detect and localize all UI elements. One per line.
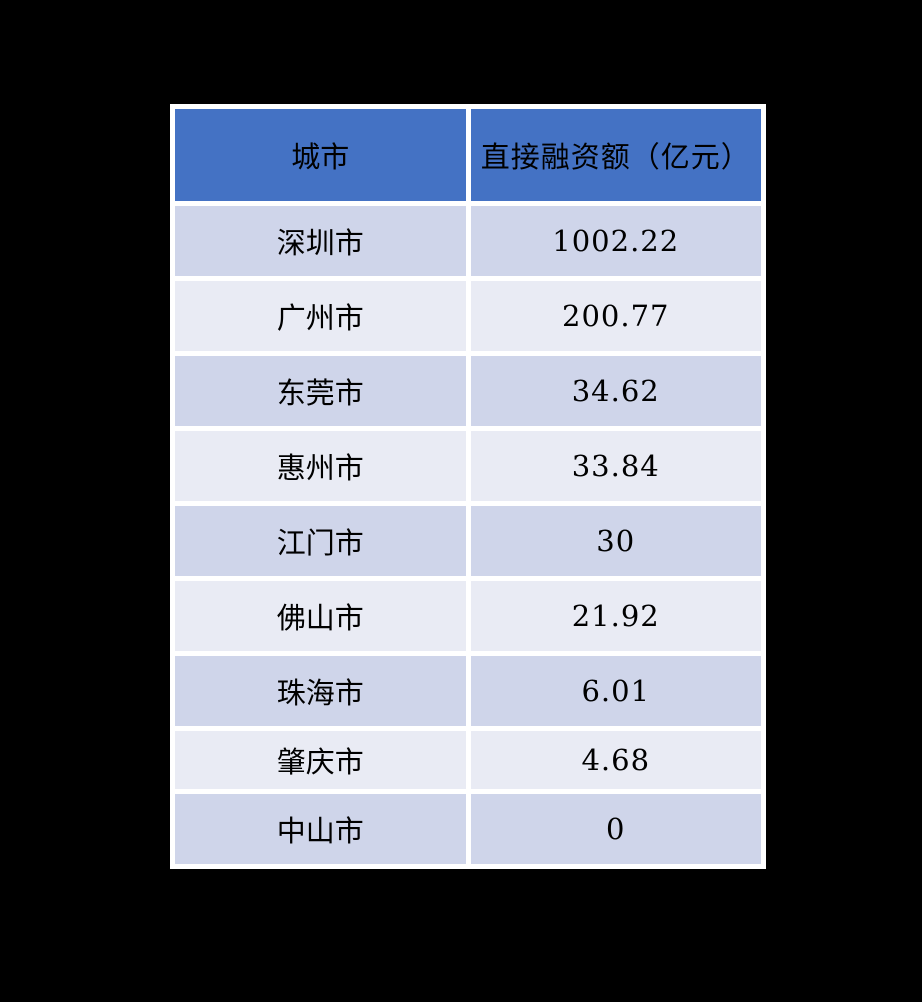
city-cell: 佛山市 (175, 581, 466, 651)
table-header: 城市 直接融资额（亿元） (175, 109, 761, 201)
header-cell-city: 城市 (175, 109, 466, 201)
table-row: 中山市 0 (175, 794, 761, 864)
table-row: 江门市 30 (175, 506, 761, 576)
city-cell: 东莞市 (175, 356, 466, 426)
value-cell: 30 (470, 506, 761, 576)
value-cell: 6.01 (470, 656, 761, 726)
city-financing-table: 城市 直接融资额（亿元） 深圳市 1002.22 广州市 200.77 东莞市 … (170, 104, 766, 869)
header-cell-financing-amount: 直接融资额（亿元） (470, 109, 761, 201)
city-cell: 珠海市 (175, 656, 466, 726)
city-cell: 江门市 (175, 506, 466, 576)
city-cell: 惠州市 (175, 431, 466, 501)
table-row: 珠海市 6.01 (175, 656, 761, 726)
table-row: 佛山市 21.92 (175, 581, 761, 651)
value-cell: 4.68 (470, 731, 761, 789)
table-row: 广州市 200.77 (175, 281, 761, 351)
city-cell: 广州市 (175, 281, 466, 351)
value-cell: 34.62 (470, 356, 761, 426)
value-cell: 0 (470, 794, 761, 864)
table-header-row: 城市 直接融资额（亿元） (175, 109, 761, 201)
value-cell: 21.92 (470, 581, 761, 651)
table-body: 深圳市 1002.22 广州市 200.77 东莞市 34.62 惠州市 33.… (175, 206, 761, 864)
table-row: 惠州市 33.84 (175, 431, 761, 501)
value-cell: 33.84 (470, 431, 761, 501)
value-cell: 1002.22 (470, 206, 761, 276)
city-cell: 深圳市 (175, 206, 466, 276)
table-row: 肇庆市 4.68 (175, 731, 761, 789)
city-cell: 中山市 (175, 794, 466, 864)
value-cell: 200.77 (470, 281, 761, 351)
table-row: 东莞市 34.62 (175, 356, 761, 426)
city-cell: 肇庆市 (175, 731, 466, 789)
table-row: 深圳市 1002.22 (175, 206, 761, 276)
